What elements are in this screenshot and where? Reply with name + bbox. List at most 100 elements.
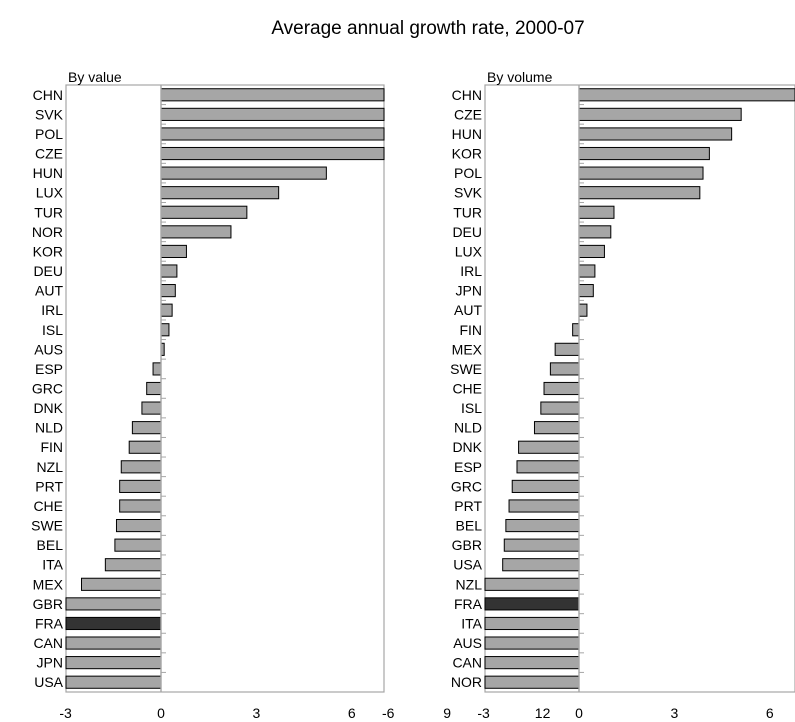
category-label: TUR [453,204,482,220]
category-label: SVK [35,106,64,122]
bar-isl [160,323,170,337]
category-label: KOR [33,243,63,259]
category-label: DEU [33,263,63,279]
bar-fra [484,597,580,611]
x-tick-label: -6 [382,705,395,721]
bar-kor [578,146,710,161]
category-label: ITA [461,615,482,631]
category-label: FIN [459,322,482,338]
bar-chn [578,88,795,102]
bar-nzl [120,460,162,474]
x-tick-label: -3 [477,705,490,721]
category-label: MEX [452,341,483,357]
bar-fin [128,440,162,454]
bar-mex [81,577,162,591]
category-label: ITA [42,557,63,573]
bar-can [484,656,580,670]
bar-deu [578,225,612,239]
bar-cze [160,146,385,161]
category-label: HUN [33,165,63,181]
bar-fra [65,616,162,631]
bar-che [543,381,580,396]
bar-mex [554,342,580,356]
bar-ita [484,616,580,631]
bar-hun [578,127,733,141]
category-label: NZL [456,576,483,592]
x-tick-label: 0 [157,705,165,721]
category-label: CHE [452,381,482,397]
category-label: LUX [36,185,64,201]
bar-kor [160,244,187,259]
category-label: IRL [41,302,63,318]
bar-deu [160,264,178,278]
bar-pol [160,127,385,141]
bar-nor [160,225,232,239]
category-label: GRC [32,381,63,397]
bar-irl [578,264,596,278]
bar-aut [160,284,176,298]
bar-pol [578,166,704,180]
category-label: TUR [34,204,63,220]
bar-esp [152,362,162,376]
bar-usa [502,558,580,572]
bar-fin [572,323,580,337]
bar-can [65,636,162,650]
bar-grc [511,479,580,493]
category-label: SWE [450,361,482,377]
panel-by-volume: By volume CHN CZE HUN KOR POL SVK TUR DEU LUX IRL J… [382,69,795,721]
category-label: CHN [452,87,482,103]
category-label: NOR [451,674,482,690]
x-tick-label: 3 [671,705,679,721]
category-label: IRL [460,263,482,279]
category-label: MEX [33,576,64,592]
category-label: NLD [35,420,63,436]
bar-irl [160,303,173,317]
x-tick-label: -3 [59,705,72,721]
category-label: AUT [35,283,63,299]
category-label: NZL [37,459,64,475]
bar-che [119,499,162,513]
x-tick-label: 0 [575,705,583,721]
bar-esp [516,460,580,474]
bar-dnk [141,401,162,415]
bar-nor [484,675,580,689]
category-label: GBR [452,537,482,553]
category-label: DEU [452,224,482,240]
plot-frame [65,84,385,693]
chart-title: Average annual growth rate, 2000-07 [271,18,584,39]
bar-prt [508,499,580,513]
category-label: DNK [452,439,482,455]
category-label: CAN [452,655,482,671]
bar-gbr [65,597,162,611]
bar-swe [115,518,162,533]
category-label: USA [453,557,482,573]
bar-cze [578,107,742,121]
bar-lux [578,244,605,259]
bar-bel [505,518,580,533]
bar-aut [578,303,588,317]
category-label: FRA [35,615,64,631]
bar-bel [114,538,162,552]
bar-isl [540,401,580,415]
category-label: SVK [454,185,483,201]
bar-lux [160,186,280,200]
bar-chn [160,88,385,102]
bar-gbr [503,538,580,552]
bar-jpn [578,284,594,298]
category-label: POL [35,126,63,142]
category-label: CHN [33,87,63,103]
bar-aus [484,636,580,650]
bar-usa [65,675,162,689]
category-label: CHE [33,498,63,514]
category-label: BEL [37,537,64,553]
category-label: GBR [33,596,63,612]
bar-hun [160,166,327,180]
category-label: GRC [451,478,482,494]
bar-ita [104,558,162,572]
category-label: AUS [453,635,482,651]
category-label: POL [454,165,482,181]
category-label: ISL [42,322,63,338]
category-label: PRT [35,478,63,494]
bar-prt [119,479,162,493]
plot-frame [484,84,795,693]
